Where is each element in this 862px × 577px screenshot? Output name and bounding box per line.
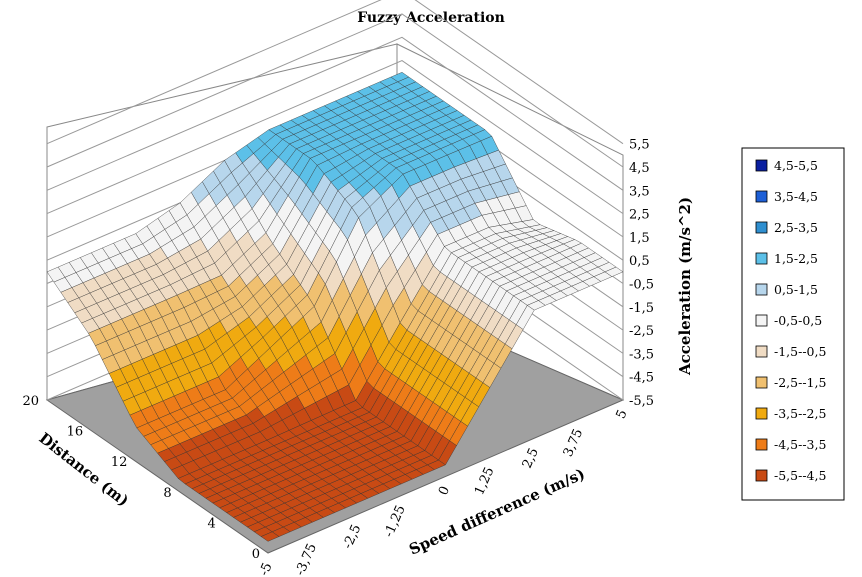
z-tick-label: -0,5 (629, 278, 654, 293)
legend-label: -0,5-0,5 (774, 313, 822, 328)
x-tick-label: 1,25 (472, 465, 497, 498)
z-tick-label: 0,5 (629, 254, 650, 269)
x-tick-label: -3,75 (293, 541, 320, 577)
z-axis-label: Acceleration (m/s^2) (676, 197, 694, 376)
legend-swatch (755, 407, 768, 420)
legend-swatch (755, 345, 768, 358)
legend-label: 0,5-1,5 (774, 282, 818, 297)
legend-swatch (755, 221, 768, 234)
legend-swatch (755, 376, 768, 389)
wall-gridline (46, 36, 624, 191)
legend-label: -3,5--2,5 (774, 406, 826, 421)
z-tick-label: 3,5 (629, 184, 650, 199)
z-tick-label: -5,5 (629, 394, 654, 409)
legend-swatch (755, 190, 768, 203)
z-tick-label: -3,5 (629, 347, 654, 362)
legend-swatch (755, 283, 768, 296)
legend-swatch (755, 314, 768, 327)
legend-label: -2,5--1,5 (774, 375, 826, 390)
x-tick-label: 5 (614, 408, 631, 422)
legend: 4,5-5,5 3,5-4,5 2,5-3,5 1,5-2,5 0,5-1,5 -0,5-… (741, 147, 845, 501)
legend-swatch (755, 252, 768, 265)
z-tick-label: -2,5 (629, 324, 654, 339)
legend-label: -1,5--0,5 (774, 344, 826, 359)
wall-gridline (46, 0, 624, 145)
legend-label: 1,5-2,5 (774, 251, 818, 266)
x-tick-label: -1,25 (382, 503, 409, 540)
y-tick-label: 16 (67, 425, 84, 440)
x-tick-label: 2,5 (520, 446, 542, 471)
y-tick-label: 8 (163, 486, 171, 501)
wall-gridline (46, 13, 624, 168)
legend-label: 3,5-4,5 (774, 189, 818, 204)
legend-items: 4,5-5,5 3,5-4,5 2,5-3,5 1,5-2,5 0,5-1,5 -0,5-… (755, 158, 826, 483)
chart-title: Fuzzy Acceleration (357, 10, 505, 26)
z-tick-label: 2,5 (629, 208, 650, 223)
y-tick-label: 12 (111, 455, 128, 470)
legend-swatch (755, 469, 768, 482)
x-tick-label: 3,75 (561, 427, 586, 460)
z-tick-label: 1,5 (629, 231, 650, 246)
z-tick-label: -1,5 (629, 301, 654, 316)
z-tick-label: 5,5 (629, 138, 650, 153)
surface-cell (604, 266, 624, 277)
acceleration-surface (46, 72, 624, 542)
legend-label: -5,5--4,5 (774, 468, 826, 483)
wall-gridline (46, 60, 624, 215)
legend-swatch (755, 438, 768, 451)
x-tick-label: -2,5 (341, 522, 365, 551)
z-tick-label: -4,5 (629, 371, 654, 386)
y-tick-label: 0 (252, 547, 260, 562)
y-tick-label: 4 (208, 516, 216, 531)
x-tick-label: -5 (257, 561, 276, 577)
x-tick-label: 0 (436, 484, 453, 498)
y-axis-ticks: 0 4 8 12 16 20 (22, 394, 260, 562)
legend-label: 2,5-3,5 (774, 220, 818, 235)
z-tick-label: 4,5 (629, 161, 650, 176)
legend-label: -4,5--3,5 (774, 437, 826, 452)
z-axis-ticks: 5,5 4,5 3,5 2,5 1,5 0,5 -0,5 -1,5 -2,5 -3,5 -4,5 -5… (629, 138, 654, 409)
y-tick-label: 20 (22, 394, 39, 409)
legend-swatch (755, 159, 768, 172)
legend-label: 4,5-5,5 (774, 158, 818, 173)
